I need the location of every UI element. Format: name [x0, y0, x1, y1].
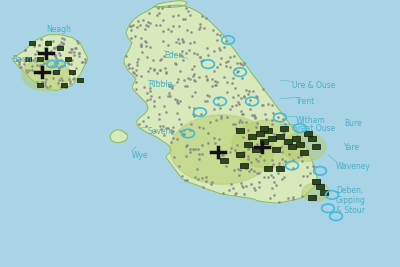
- Bar: [236, 152, 244, 157]
- Text: Deben,
Gipping
& Stour: Deben, Gipping & Stour: [336, 186, 366, 215]
- Bar: [244, 142, 252, 147]
- Bar: [45, 41, 51, 45]
- Text: Yare: Yare: [344, 143, 360, 152]
- Bar: [236, 128, 244, 133]
- Text: Ure & Ouse: Ure & Ouse: [292, 81, 335, 91]
- Bar: [264, 166, 272, 171]
- Polygon shape: [12, 35, 88, 91]
- Circle shape: [282, 132, 326, 162]
- Bar: [272, 147, 280, 152]
- Bar: [308, 136, 316, 141]
- Bar: [57, 46, 63, 50]
- Bar: [220, 158, 228, 163]
- Bar: [69, 70, 75, 74]
- Text: Waveney: Waveney: [336, 162, 371, 171]
- Bar: [268, 136, 276, 141]
- Bar: [312, 179, 320, 184]
- Bar: [248, 134, 256, 139]
- Text: Wye: Wye: [132, 151, 148, 160]
- Bar: [25, 57, 31, 61]
- Circle shape: [302, 183, 330, 202]
- Bar: [300, 150, 308, 155]
- Text: Severn: Severn: [148, 127, 174, 136]
- Bar: [320, 190, 328, 195]
- Bar: [61, 83, 67, 87]
- Circle shape: [232, 120, 304, 168]
- Bar: [53, 70, 59, 74]
- Polygon shape: [110, 129, 128, 143]
- Bar: [260, 139, 268, 144]
- Bar: [276, 134, 284, 139]
- Bar: [37, 57, 43, 61]
- Text: Eden: Eden: [164, 51, 183, 60]
- Text: Witham: Witham: [296, 116, 326, 125]
- Bar: [292, 136, 300, 141]
- Bar: [240, 163, 248, 168]
- Bar: [312, 144, 320, 149]
- Bar: [296, 142, 304, 147]
- Text: Bure: Bure: [344, 119, 362, 128]
- Bar: [288, 144, 296, 149]
- Bar: [252, 147, 260, 152]
- Bar: [77, 78, 83, 82]
- Bar: [284, 139, 292, 144]
- Text: Trent: Trent: [296, 97, 315, 107]
- Bar: [308, 195, 316, 200]
- Text: Bann: Bann: [12, 55, 32, 64]
- Bar: [37, 83, 43, 87]
- Text: Great Ouse: Great Ouse: [292, 124, 335, 133]
- Bar: [316, 184, 324, 189]
- Bar: [304, 131, 312, 136]
- Bar: [29, 41, 35, 45]
- Text: Ribble: Ribble: [148, 80, 172, 89]
- Bar: [260, 126, 268, 131]
- Bar: [256, 131, 264, 136]
- Circle shape: [170, 115, 274, 184]
- Bar: [280, 126, 288, 131]
- Polygon shape: [154, 1, 187, 7]
- Polygon shape: [124, 5, 317, 203]
- Bar: [276, 166, 284, 171]
- Bar: [264, 128, 272, 133]
- Bar: [65, 57, 71, 61]
- Text: Neagh: Neagh: [46, 25, 71, 34]
- Circle shape: [22, 59, 70, 91]
